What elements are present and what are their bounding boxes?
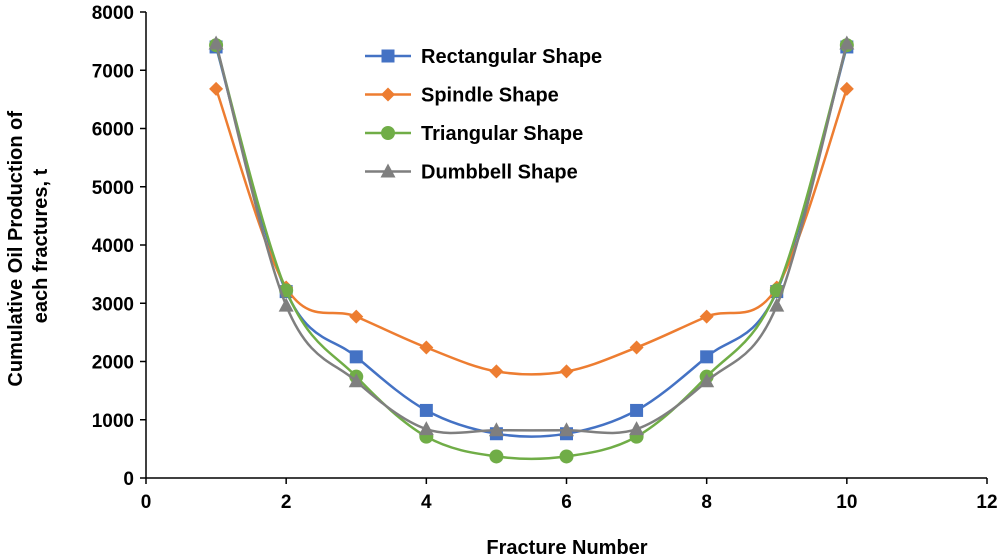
data-point: [699, 309, 714, 324]
data-point: [489, 449, 504, 464]
data-point: [488, 422, 504, 437]
series-layer: [208, 35, 855, 464]
legend-item: Rectangular Shape: [365, 46, 602, 68]
data-point: [349, 350, 363, 364]
series-line: [214, 44, 849, 461]
data-point: [559, 364, 574, 379]
legend-label: Spindle Shape: [421, 85, 559, 107]
legend-label: Dumbbell Shape: [421, 162, 578, 184]
data-point: [629, 340, 644, 355]
x-axis-ticks: 0 2 4 6 8 10 12: [141, 478, 998, 513]
data-point: [348, 373, 364, 388]
data-point: [209, 81, 224, 96]
legend-label: Rectangular Shape: [421, 46, 602, 68]
data-point: [208, 35, 224, 50]
x-tick-label: 6: [561, 492, 572, 513]
y-tick-label: 3000: [92, 294, 134, 315]
data-point: [559, 422, 574, 437]
y-tick-label: 6000: [92, 120, 134, 141]
data-point: [699, 373, 715, 388]
legend-label: Triangular Shape: [421, 123, 583, 145]
y-tick-label: 4000: [92, 236, 134, 257]
data-point: [559, 449, 574, 464]
legend-item: Triangular Shape: [365, 123, 583, 145]
data-point: [630, 403, 644, 417]
data-point: [700, 350, 714, 364]
y-tick-label: 7000: [92, 61, 134, 82]
data-point: [349, 309, 364, 324]
axes: [145, 12, 987, 479]
data-point: [419, 403, 433, 417]
y-axis-ticks: 0 1000 2000 3000 4000 5000 6000 7000 8000: [92, 3, 146, 490]
y-axis-title: Cumulative Oil Production of each fractu…: [5, 105, 52, 386]
y-tick-label: 0: [123, 469, 134, 490]
legend-item: Dumbbell Shape: [365, 162, 578, 184]
y-tick-label: 8000: [92, 3, 134, 24]
series-dumbbell-shape: [208, 35, 855, 437]
data-point: [489, 364, 504, 379]
data-point: [839, 81, 854, 96]
data-point: [419, 340, 434, 355]
y-tick-label: 1000: [92, 411, 134, 432]
x-tick-label: 8: [701, 492, 712, 513]
data-point: [278, 297, 294, 312]
y-tick-label: 5000: [92, 178, 134, 199]
x-tick-label: 0: [141, 492, 152, 513]
y-tick-label: 2000: [92, 353, 134, 374]
y-axis-title-line-2: each fractures, t: [30, 168, 52, 323]
x-tick-label: 12: [976, 492, 997, 513]
legend-marker: [381, 49, 395, 63]
legend-marker: [381, 126, 395, 140]
data-point: [769, 297, 785, 312]
series-line: [214, 88, 848, 376]
legend-item: Spindle Shape: [365, 85, 559, 107]
data-point: [839, 35, 855, 50]
legend-marker: [380, 163, 396, 178]
x-tick-label: 4: [421, 492, 432, 513]
data-point: [418, 421, 434, 436]
data-point: [629, 421, 645, 436]
legend: Rectangular Shape Spindle Shape Triangular…: [365, 46, 602, 184]
x-tick-label: 10: [836, 492, 857, 513]
legend-marker: [381, 87, 395, 102]
x-tick-label: 2: [281, 492, 292, 513]
x-axis-title: Fracture Number: [486, 537, 647, 559]
y-axis-title-line-1: Cumulative Oil Production of: [5, 111, 27, 387]
